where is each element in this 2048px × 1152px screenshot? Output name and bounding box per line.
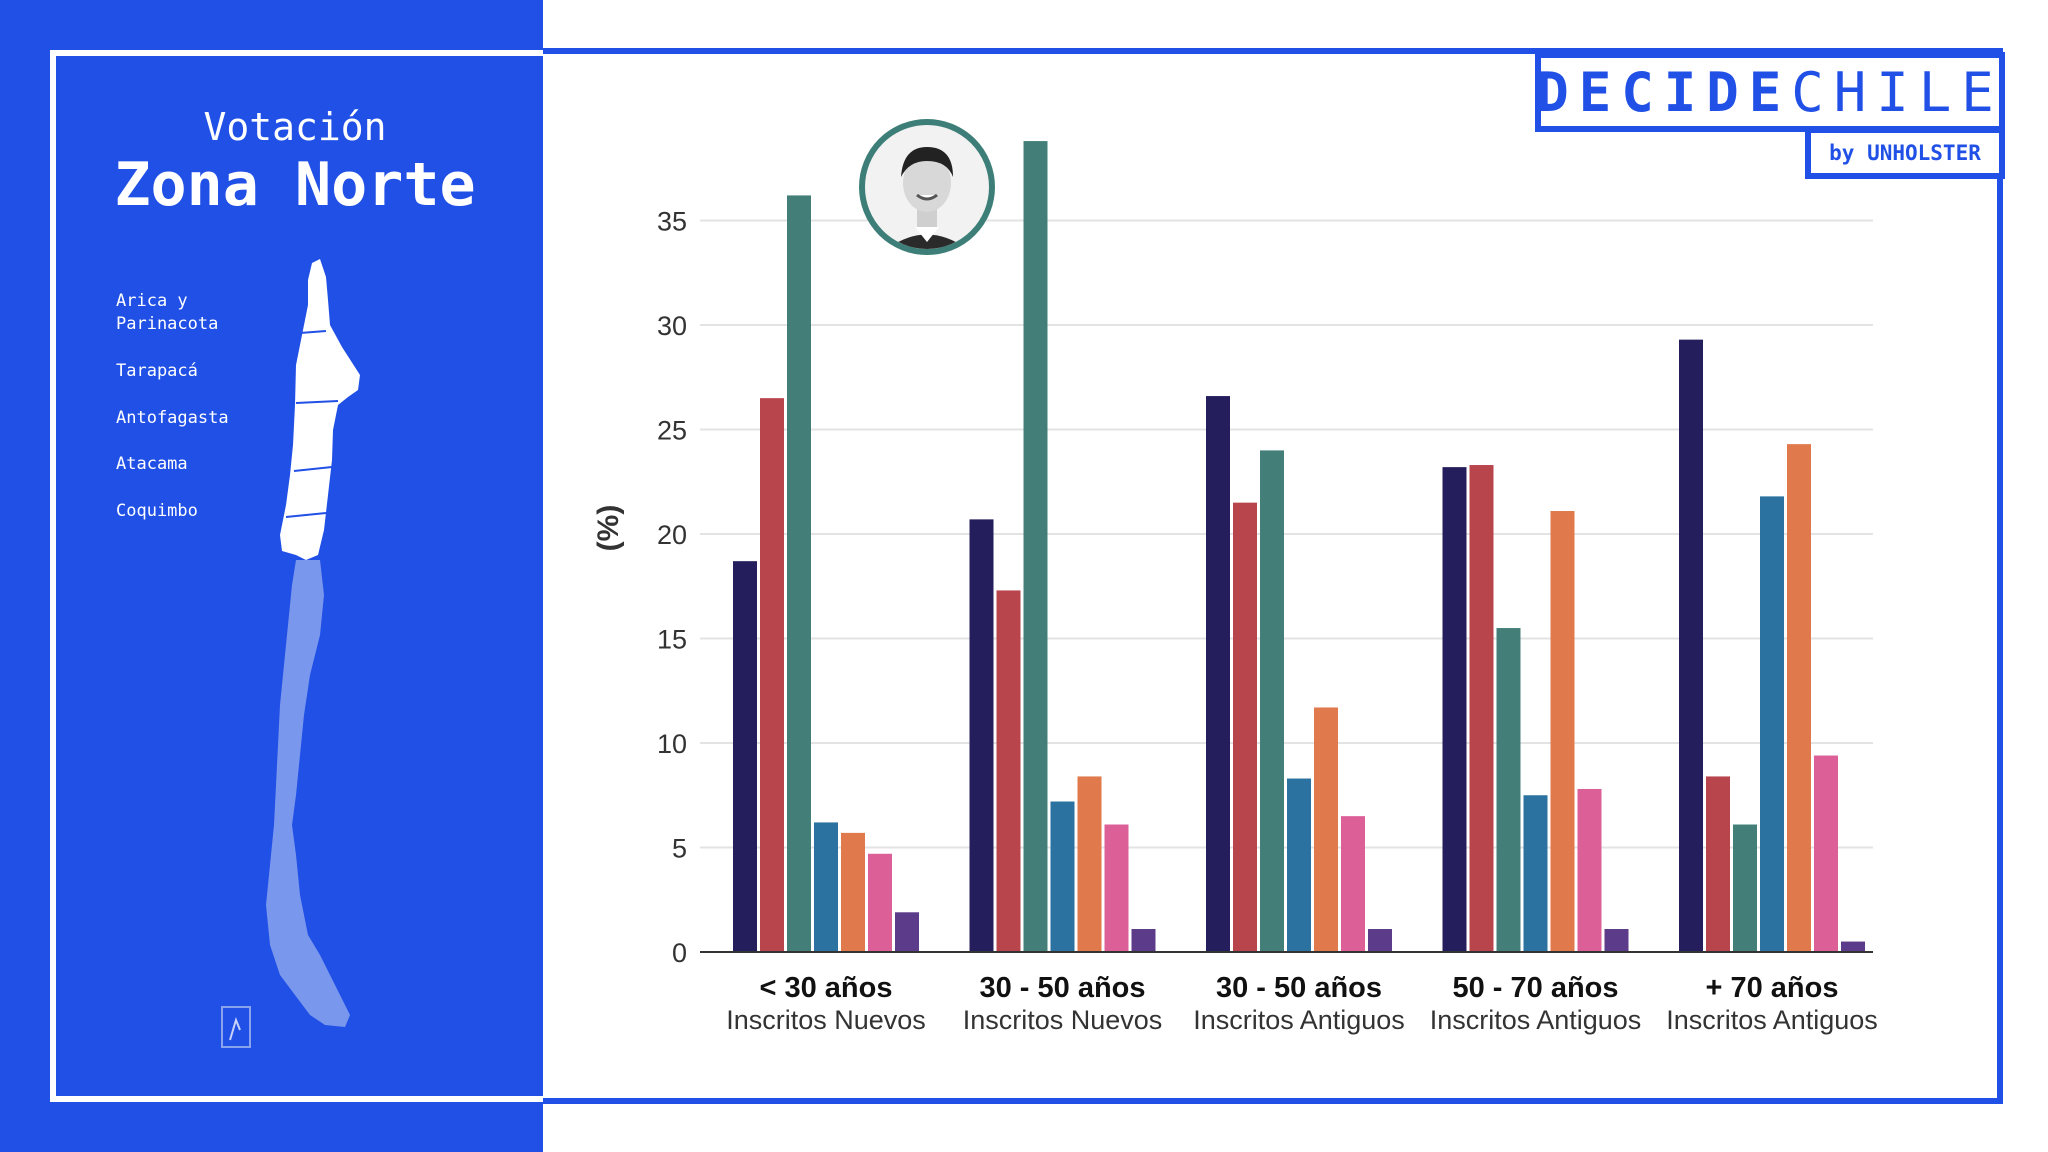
bars (733, 141, 1865, 953)
logo-light-part: CHILE (1791, 60, 2004, 124)
bar (1841, 941, 1865, 952)
bar (1760, 496, 1784, 952)
map-region-borders (285, 330, 339, 518)
region-label-atacama: Atacama (116, 454, 188, 474)
bar (733, 561, 757, 952)
bar (1706, 776, 1730, 952)
bar (1577, 788, 1602, 952)
map-inset-box (221, 1006, 251, 1048)
bar (787, 195, 811, 953)
bar (1496, 628, 1521, 952)
left-frame (50, 50, 543, 1102)
y-tick-label: 30 (657, 311, 687, 341)
bar (1550, 511, 1575, 952)
x-tick-sublabel: Inscritos Nuevos (726, 1005, 926, 1035)
bar (969, 519, 994, 952)
bar (1104, 824, 1129, 952)
bar (1023, 141, 1048, 952)
y-axis-label: (%) (592, 505, 625, 552)
region-label-tarapaca: Tarapacá (116, 361, 198, 381)
x-tick-sublabel: Inscritos Nuevos (963, 1005, 1163, 1035)
bar (1733, 824, 1757, 952)
decidechile-logo: DECIDECHILE (1535, 52, 2005, 132)
x-tick-sublabel: Inscritos Antiguos (1430, 1005, 1642, 1035)
x-tick-label: 30 - 50 años (1216, 972, 1382, 1004)
y-tick-label: 5 (672, 834, 687, 864)
bar (895, 912, 919, 952)
bar (996, 590, 1021, 952)
candidate-avatar (859, 119, 995, 255)
y-tick-label: 10 (657, 729, 687, 759)
x-tick-label: + 70 años (1706, 972, 1839, 1004)
bar (1523, 795, 1548, 952)
bar (1314, 707, 1338, 952)
bar (1604, 929, 1629, 952)
bar (814, 822, 838, 952)
bar (1131, 929, 1156, 952)
left-panel (0, 0, 543, 1152)
y-tick-label: 35 (657, 207, 687, 237)
logo-byline: by UNHOLSTER (1805, 127, 2005, 179)
x-tick-label: 50 - 70 años (1452, 972, 1618, 1004)
bar (1787, 444, 1811, 952)
bar (1368, 929, 1392, 952)
bar (1814, 755, 1838, 952)
bar (868, 853, 892, 952)
x-tick-sublabel: Inscritos Antiguos (1193, 1005, 1405, 1035)
bar (841, 832, 865, 952)
x-tick-sublabel: Inscritos Antiguos (1666, 1005, 1878, 1035)
y-tick-label: 20 (657, 520, 687, 550)
map-rest-of-country (266, 560, 350, 1027)
x-tick-label: 30 - 50 años (979, 972, 1145, 1004)
bar (1077, 776, 1102, 952)
panel-title: Zona Norte (114, 150, 476, 220)
bar (1469, 465, 1494, 952)
main-frame (543, 48, 2003, 1104)
bar (1442, 467, 1467, 952)
x-tick-label: < 30 años (760, 972, 893, 1004)
region-label-antofagasta: Antofagasta (116, 408, 229, 428)
bar (1679, 339, 1703, 952)
y-tick-label: 15 (657, 625, 687, 655)
region-label-coquimbo: Coquimbo (116, 501, 198, 521)
y-tick-label: 25 (657, 416, 687, 446)
panel-subtitle: Votación (203, 105, 387, 149)
y-tick-labels: 0 5 10 15 20 25 30 35 (657, 207, 687, 969)
bar (1260, 450, 1284, 952)
bar (1341, 816, 1365, 952)
bar (1050, 801, 1075, 952)
bar (1287, 778, 1311, 952)
chile-map (221, 259, 360, 1048)
y-tick-label: 0 (672, 938, 687, 968)
bar (760, 398, 784, 952)
logo-bold-part: DECIDE (1536, 60, 1792, 124)
bar (1206, 396, 1230, 952)
map-zona-norte (280, 259, 360, 560)
gridlines (700, 219, 1873, 849)
region-label-arica: Arica y Parinacota (116, 291, 219, 334)
bar (1233, 502, 1257, 952)
